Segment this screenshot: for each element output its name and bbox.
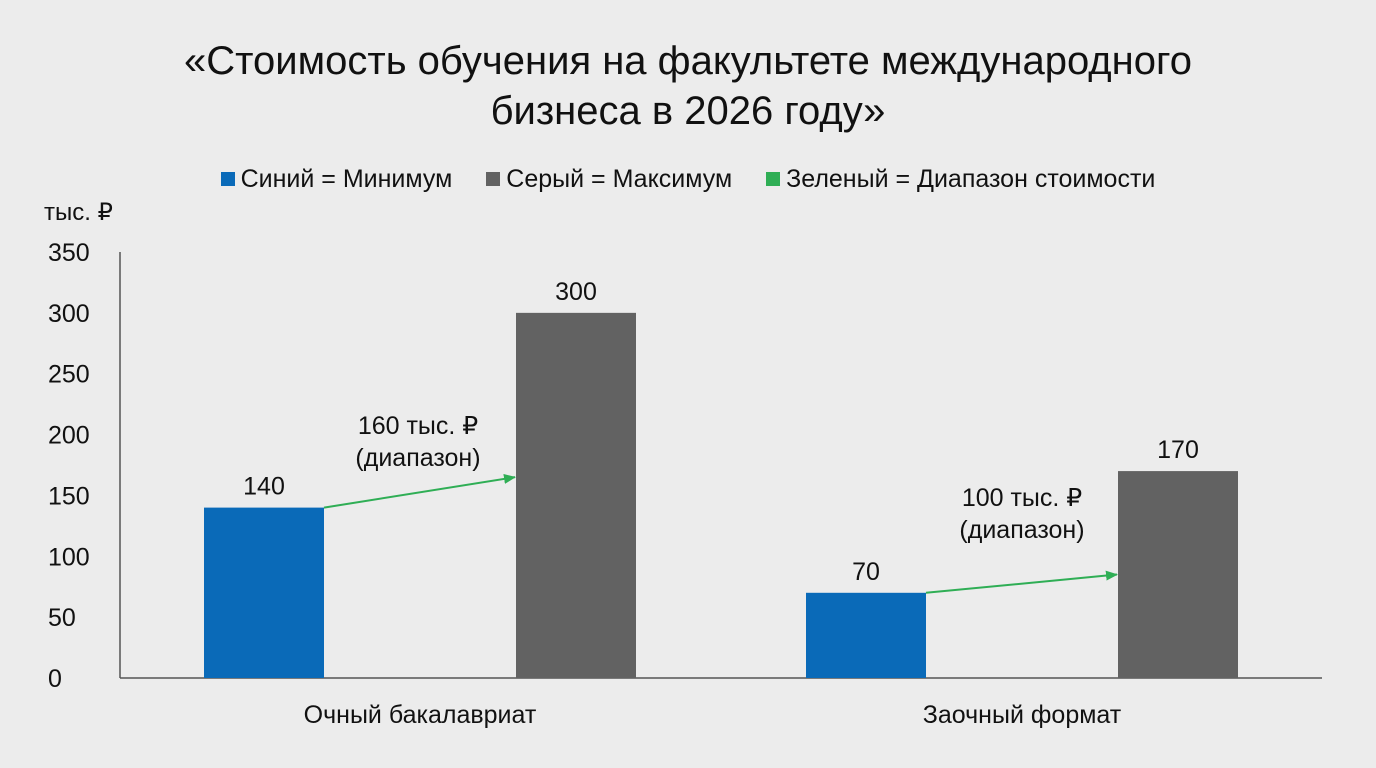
- chart-title-line-2: бизнеса в 2026 году»: [490, 89, 886, 133]
- range-arrow: [323, 473, 516, 509]
- legend-label-range: Зеленый = Диапазон стоимости: [786, 165, 1156, 193]
- range-arrow: [925, 570, 1118, 594]
- y-tick-label: 200: [48, 422, 90, 450]
- y-tick-label: 100: [48, 543, 90, 571]
- y-tick-label: 300: [48, 300, 90, 328]
- y-tick-label: 50: [48, 604, 76, 632]
- bar-minimum: [204, 507, 324, 678]
- legend-swatch-minimum: [220, 172, 235, 186]
- x-tick-label: Очный бакалавриат: [304, 701, 537, 729]
- range-annotation-value: 100 тыс. ₽: [962, 484, 1082, 512]
- bar-value-label: 70: [852, 558, 880, 586]
- range-annotation-caption: (диапазон): [355, 444, 480, 472]
- legend-swatch-maximum: [486, 172, 501, 186]
- range-arrows: 160 тыс. ₽ (диапазон) 100 тыс. ₽ (диапазон): [323, 412, 1118, 594]
- y-tick-label: 150: [48, 482, 90, 510]
- chart-legend: Синий = Минимум Серый = Максимум Зеленый…: [0, 163, 1376, 195]
- bar-minimum: [806, 592, 926, 678]
- data-labels: 140 300 70 170: [243, 278, 1199, 586]
- y-tick-label: 0: [48, 665, 62, 693]
- legend-item-maximum: Серый = Максимум: [486, 163, 732, 195]
- bar-maximum: [516, 312, 636, 678]
- chart-title: «Стоимость обучения на факультете междун…: [0, 36, 1376, 136]
- legend-swatch-range: [766, 172, 781, 186]
- bar-value-label: 300: [555, 278, 597, 306]
- range-annotation-caption: (диапазон): [959, 516, 1084, 544]
- bar-maximum: [1118, 471, 1238, 678]
- y-tick-label: 350: [48, 239, 90, 267]
- legend-item-minimum: Синий = Минимум: [220, 163, 453, 195]
- bars: [204, 312, 1238, 678]
- axes: 0 50 100 150 200 250 300 350 Очный бакалавриат За…: [48, 239, 1322, 729]
- y-axis-unit-label: тыс. ₽: [44, 199, 113, 226]
- legend-label-minimum: Синий = Минимум: [240, 165, 453, 193]
- x-tick-label: Заочный формат: [923, 701, 1122, 729]
- bar-value-label: 170: [1157, 436, 1199, 464]
- bar-value-label: 140: [243, 473, 285, 501]
- chart-title-line-1: «Стоимость обучения на факультете междун…: [184, 39, 1192, 83]
- legend-item-range: Зеленый = Диапазон стоимости: [766, 163, 1155, 195]
- legend-label-maximum: Серый = Максимум: [506, 165, 733, 193]
- range-annotation-value: 160 тыс. ₽: [358, 412, 478, 440]
- y-tick-label: 250: [48, 361, 90, 389]
